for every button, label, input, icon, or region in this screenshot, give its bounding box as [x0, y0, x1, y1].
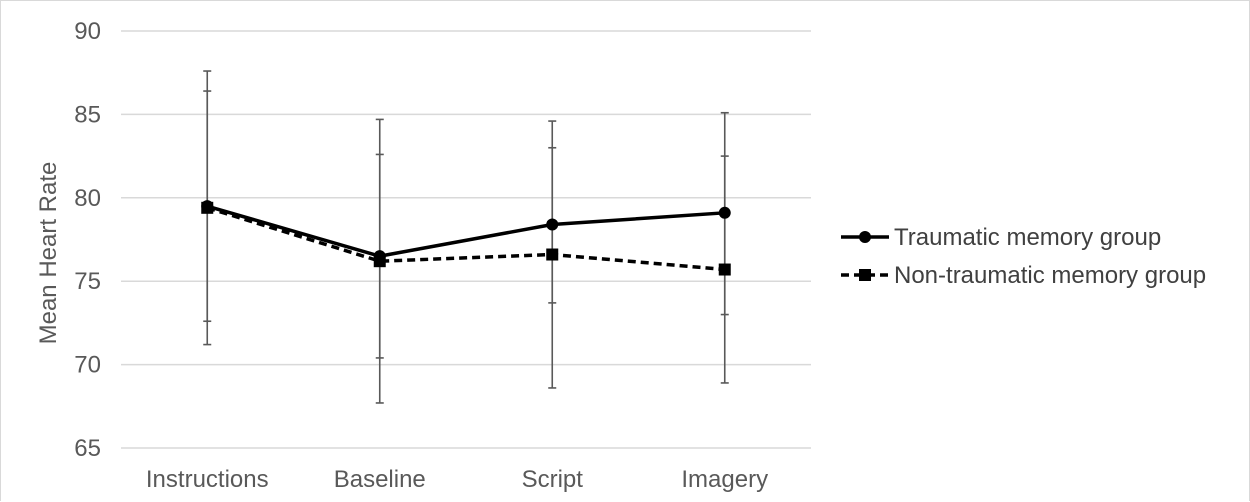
y-tick-label: 65 — [74, 435, 101, 462]
x-tick-label: Instructions — [146, 466, 269, 493]
legend-swatch-non-traumatic-marker — [859, 269, 871, 281]
legend-swatch-traumatic-marker — [859, 231, 871, 243]
legend-item-traumatic: Traumatic memory group — [841, 224, 1161, 251]
x-tick-label: Script — [522, 466, 584, 493]
x-tick-label: Imagery — [681, 466, 768, 493]
legend: Traumatic memory group Non-traumatic mem… — [841, 224, 1206, 289]
gridlines — [121, 30, 811, 449]
x-tick-label: Baseline — [334, 466, 426, 493]
y-tick-label: 85 — [74, 101, 101, 128]
error-bar — [720, 155, 729, 316]
series-line-non-traumatic — [206, 206, 725, 272]
y-tick-label: 70 — [74, 352, 101, 379]
x-axis-ticks: Instructions Baseline Script Imagery — [146, 466, 768, 493]
y-axis-ticks: 65 70 75 80 85 90 — [74, 18, 101, 462]
series-line-traumatic — [206, 204, 725, 258]
data-point-traumatic — [718, 206, 731, 219]
data-point-non-traumatic — [546, 248, 559, 261]
data-point-non-traumatic — [373, 255, 386, 268]
legend-item-non-traumatic: Non-traumatic memory group — [841, 262, 1206, 289]
data-point-non-traumatic — [718, 263, 731, 276]
data-point-non-traumatic — [201, 201, 214, 214]
data-point-traumatic — [546, 218, 559, 231]
series-markers — [201, 200, 731, 276]
legend-label-traumatic: Traumatic memory group — [894, 224, 1161, 251]
series-lines — [206, 204, 725, 272]
y-tick-label: 80 — [74, 185, 101, 212]
error-bars — [203, 70, 729, 404]
legend-label-non-traumatic: Non-traumatic memory group — [894, 262, 1206, 289]
y-tick-label: 75 — [74, 268, 101, 295]
y-axis-title: Mean Heart Rate — [35, 162, 62, 345]
y-tick-label: 90 — [74, 18, 101, 45]
